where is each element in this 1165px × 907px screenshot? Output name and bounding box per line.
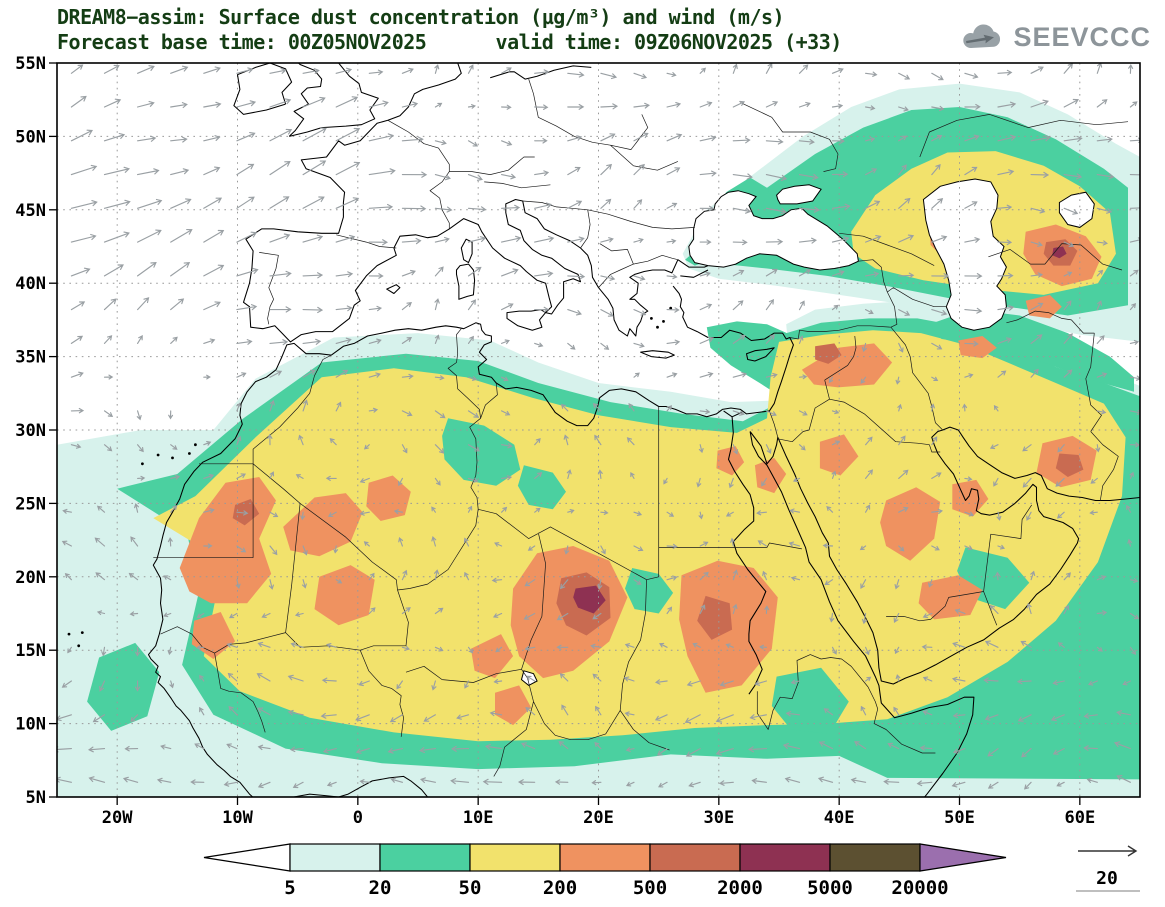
seas-layer (520, 178, 1095, 686)
small-island-dot (67, 632, 71, 636)
wind-arrows-layer (57, 63, 1140, 790)
seevccc-logo: SEEVCCC (958, 22, 1151, 53)
lat-tick-label: 10N (15, 715, 46, 735)
dust-region-c4 (880, 487, 941, 561)
chart-subtitle: Forecast base time: 00Z05NOV2025 valid t… (57, 30, 842, 54)
colorbar-over-arrow (919, 843, 1007, 872)
sea-outline (1058, 191, 1095, 228)
country-borders-layer (153, 78, 1129, 777)
small-island-dot (80, 631, 84, 634)
colorbar-label: 200 (543, 877, 577, 899)
lon-tick-label: 10W (222, 808, 253, 828)
dust-region-c2 (771, 667, 849, 734)
dust-fill-layer (57, 83, 1140, 797)
cloud-shape (963, 23, 1001, 48)
small-island-dot (171, 456, 174, 460)
lon-tick-label: 0 (353, 808, 363, 828)
map-layers (57, 63, 1140, 797)
lon-tick-label: 60E (1064, 808, 1095, 828)
lon-tick-label: 30E (703, 808, 734, 828)
wind-legend: 20 (1076, 845, 1140, 892)
small-island-dot (662, 320, 665, 323)
colorbar-label: 50 (459, 877, 482, 899)
small-island-dot (156, 453, 160, 457)
colorbar-label: 5000 (807, 877, 853, 899)
lat-tick-label: 5N (26, 788, 46, 808)
chart-title: DREAM8−assim: Surface dust concentration… (57, 5, 785, 29)
small-island-dot (650, 317, 653, 320)
small-island-dot (188, 452, 191, 455)
colorbar: 5 20 50 200 500 2000 5000 20000 (203, 843, 1007, 899)
chart-header: DREAM8−assim: Surface dust concentration… (57, 5, 842, 55)
dust-region-c5 (815, 343, 842, 364)
colorbar-segment-c3 (469, 843, 561, 872)
dust-region-c2 (625, 568, 674, 614)
colorbar-label: 500 (633, 877, 667, 899)
dust-region-c2 (517, 465, 566, 510)
lon-tick-label: 40E (824, 808, 855, 828)
lat-tick-label: 55N (15, 54, 46, 74)
graticule-grid (57, 63, 1140, 797)
lat-tick-label: 45N (15, 201, 46, 221)
wind-legend-arrow (1078, 845, 1138, 857)
lon-tick-label: 10E (463, 808, 494, 828)
dust-region-c2 (87, 642, 160, 731)
colorbar-label: 5 (284, 877, 295, 899)
wind-legend-value: 20 (1096, 868, 1118, 889)
small-island-dot (194, 443, 197, 447)
lon-tick-label: 50E (944, 808, 975, 828)
axis-layer: 55N 50N 45N 40N 35N 30N 25N 20N 15N 10N 5N 20W 10W 0 1… (15, 54, 1095, 828)
sea-outline (776, 184, 822, 205)
lat-tick-label: 30N (15, 421, 46, 441)
colorbar-segment-c2 (379, 843, 471, 872)
dust-region-c6 (1052, 246, 1067, 259)
dust-region-c3 (153, 330, 1126, 742)
colorbar-under-arrow (203, 843, 291, 872)
lat-tick-label: 15N (15, 641, 46, 661)
cloud-arrow (966, 34, 995, 43)
colorbar-label: 20000 (891, 877, 948, 899)
lat-tick-label: 20N (15, 568, 46, 588)
colorbar-label: 2000 (717, 877, 763, 899)
colorbar-label: 20 (369, 877, 392, 899)
dust-region-c4 (1025, 294, 1062, 319)
logo-text: SEEVCCC (1013, 22, 1151, 52)
dust-region-c2 (929, 309, 1134, 392)
dust-region-c4 (495, 685, 532, 726)
dust-region-c4 (958, 336, 997, 359)
colorbar-segment-c7 (829, 843, 921, 872)
dust-region-c6 (573, 585, 606, 614)
lon-tick-label: 20E (583, 808, 614, 828)
dust-region-c4 (283, 493, 363, 557)
colorbar-segment-c5 (649, 843, 741, 872)
dust-region-c4 (952, 479, 989, 517)
lon-tick-label: 20W (102, 808, 133, 828)
small-island-dot (141, 462, 144, 466)
colorbar-segment-c6 (739, 843, 831, 872)
lat-tick-label: 35N (15, 348, 46, 368)
sea-outline (688, 190, 859, 271)
dust-region-c5 (697, 595, 733, 640)
small-island-dot (669, 306, 673, 310)
dust-region-c4 (470, 634, 514, 679)
dust-region-c4 (366, 475, 411, 521)
lat-tick-label: 40N (15, 274, 46, 294)
colorbar-segment-c1 (289, 843, 381, 872)
small-island-dot (656, 325, 659, 329)
colorbar-segment-c4 (559, 843, 651, 872)
lat-tick-label: 25N (15, 494, 46, 514)
dust-region-c2 (442, 418, 521, 486)
lat-tick-label: 50N (15, 127, 46, 147)
dust-region-c5 (1055, 453, 1084, 477)
dust-region-c4 (314, 565, 375, 626)
small-island-dot (77, 644, 81, 648)
cloud-logo-icon (963, 23, 1001, 48)
